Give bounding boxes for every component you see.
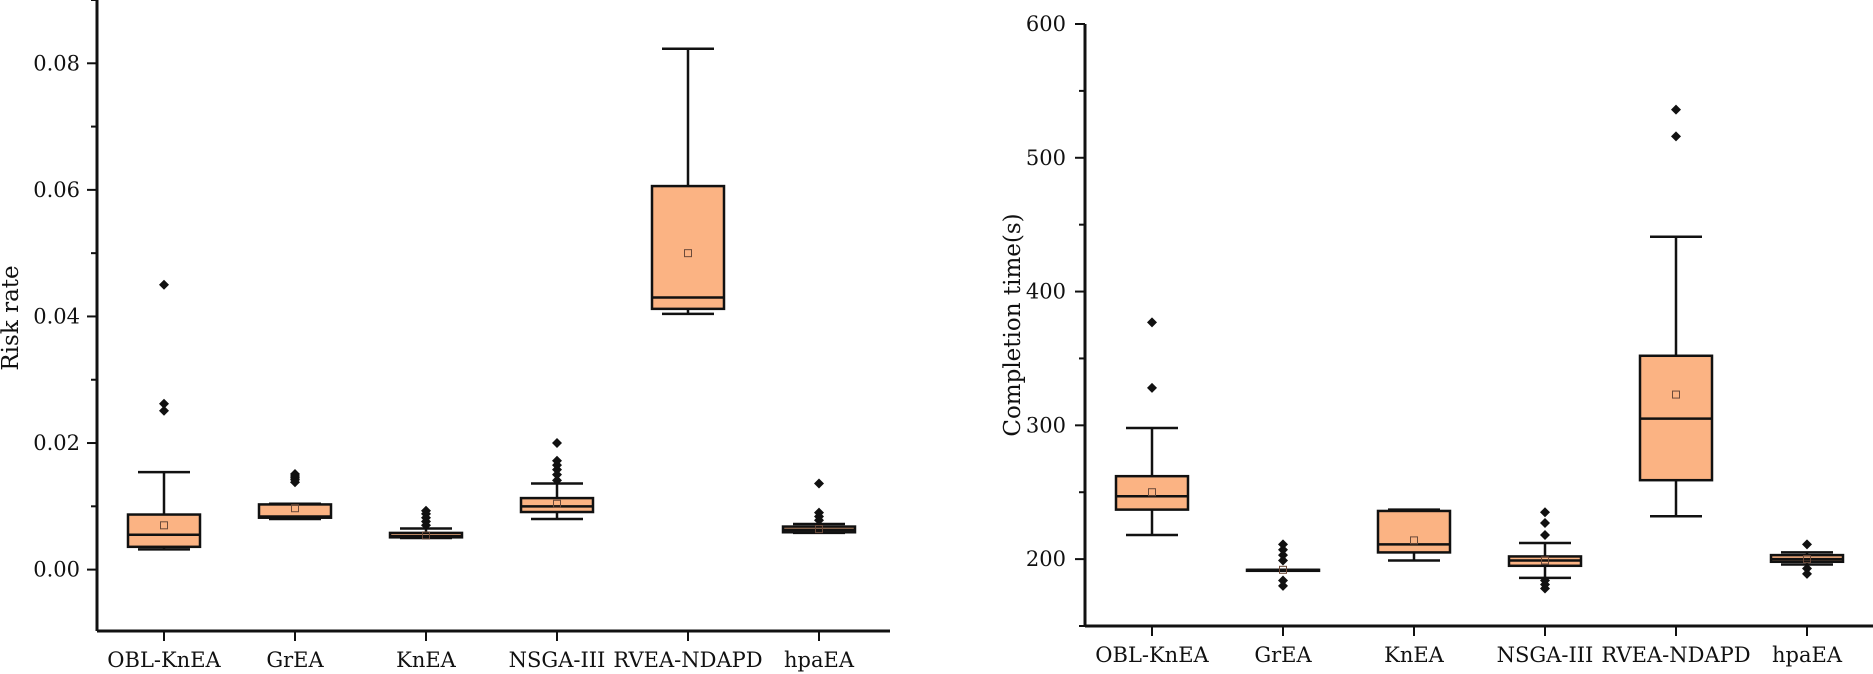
outlier-point bbox=[814, 507, 824, 518]
outlier-point bbox=[552, 475, 562, 486]
x-tick-label: GrEA bbox=[266, 648, 324, 672]
y-axis-title: Completion time(s) bbox=[1000, 213, 1026, 436]
y-tick-label: 400 bbox=[1026, 280, 1066, 304]
y-tick-label: 600 bbox=[1026, 12, 1066, 36]
iqr-box bbox=[1376, 509, 1452, 554]
box-rvea-ndapd bbox=[650, 47, 726, 316]
outlier-point bbox=[1278, 550, 1288, 561]
iqr-box bbox=[1114, 474, 1190, 511]
x-tick-label: KnEA bbox=[1384, 643, 1445, 667]
risk-rate-boxplot: 0.00 0.02 0.04 0.06 0.08 Risk rate OBL-KnEA GrE… bbox=[0, 0, 890, 672]
mean-marker bbox=[1803, 555, 1811, 564]
x-tick-label: RVEA-NDAPD bbox=[613, 648, 762, 672]
mean-marker bbox=[1672, 390, 1680, 399]
y-tick-label: 300 bbox=[1026, 413, 1066, 437]
box-obl-knea bbox=[126, 279, 202, 551]
mean-marker bbox=[1148, 488, 1156, 497]
x-tick-label: hpaEA bbox=[1772, 643, 1843, 667]
completion-time-boxplot: 200 300 400 500 600 Completion time(s) OBL-KnE… bbox=[1000, 12, 1873, 667]
x-tick-label: hpaEA bbox=[784, 648, 855, 672]
y-tick-label: 0.00 bbox=[33, 558, 80, 582]
outlier-point bbox=[814, 478, 824, 489]
x-tick-label: RVEA-NDAPD bbox=[1601, 643, 1750, 667]
outlier-point bbox=[1278, 580, 1288, 591]
outlier-point bbox=[159, 405, 169, 416]
box-grea bbox=[1245, 539, 1321, 591]
x-tick-label: NSGA-III bbox=[509, 648, 606, 672]
box-obl-knea bbox=[1114, 317, 1190, 537]
box-knea bbox=[388, 505, 464, 540]
box-grea bbox=[257, 469, 333, 521]
mean-marker bbox=[684, 249, 692, 258]
y-tick-label: 500 bbox=[1026, 146, 1066, 170]
mean-marker bbox=[1541, 556, 1549, 565]
x-tick-label: NSGA-III bbox=[1497, 643, 1594, 667]
outlier-point bbox=[1278, 544, 1288, 555]
mean-marker bbox=[553, 499, 561, 508]
iqr-box bbox=[126, 513, 202, 549]
outlier-point bbox=[1540, 575, 1550, 586]
x-tick-label: OBL-KnEA bbox=[107, 648, 221, 672]
box-knea bbox=[1376, 508, 1452, 562]
y-tick-label: 200 bbox=[1026, 547, 1066, 571]
box-nsga-iii bbox=[1507, 507, 1583, 594]
outlier-point bbox=[159, 279, 169, 290]
outlier-point bbox=[1671, 131, 1681, 142]
y-tick-label: 0.08 bbox=[33, 51, 80, 75]
outlier-point bbox=[1278, 575, 1288, 586]
iqr-box bbox=[650, 184, 726, 311]
mean-marker bbox=[1410, 536, 1418, 545]
mean-marker bbox=[422, 531, 430, 540]
outlier-point bbox=[552, 438, 562, 449]
outlier-point bbox=[159, 398, 169, 409]
outlier-point bbox=[1540, 507, 1550, 518]
box-hpaea bbox=[1769, 539, 1845, 579]
outlier-point bbox=[421, 505, 431, 516]
y-axis-title: Risk rate bbox=[0, 265, 24, 370]
mean-marker bbox=[815, 525, 823, 534]
outlier-point bbox=[1278, 555, 1288, 566]
mean-marker bbox=[1279, 565, 1287, 574]
outlier-point bbox=[1540, 517, 1550, 528]
x-tick-label: KnEA bbox=[396, 648, 457, 672]
y-tick-label: 0.06 bbox=[33, 178, 80, 202]
mean-marker bbox=[160, 521, 168, 530]
outlier-point bbox=[1147, 317, 1157, 328]
outlier-point bbox=[552, 455, 562, 466]
outlier-point bbox=[552, 469, 562, 480]
outlier-point bbox=[1278, 539, 1288, 550]
y-tick-label: 0.02 bbox=[33, 431, 80, 455]
outlier-point bbox=[1671, 104, 1681, 115]
y-tick-label: 0.04 bbox=[33, 304, 80, 328]
outlier-point bbox=[1147, 382, 1157, 393]
outlier-point bbox=[290, 469, 300, 480]
box-rvea-ndapd bbox=[1638, 104, 1714, 518]
outlier-point bbox=[1802, 568, 1812, 579]
mean-marker bbox=[291, 504, 299, 513]
box-hpaea bbox=[781, 478, 857, 535]
iqr-box bbox=[519, 496, 595, 514]
outlier-point bbox=[1802, 539, 1812, 550]
x-tick-label: OBL-KnEA bbox=[1095, 643, 1209, 667]
box-nsga-iii bbox=[519, 438, 595, 521]
outlier-point bbox=[1540, 530, 1550, 541]
outlier-point bbox=[1802, 563, 1812, 574]
x-tick-label: GrEA bbox=[1254, 643, 1312, 667]
